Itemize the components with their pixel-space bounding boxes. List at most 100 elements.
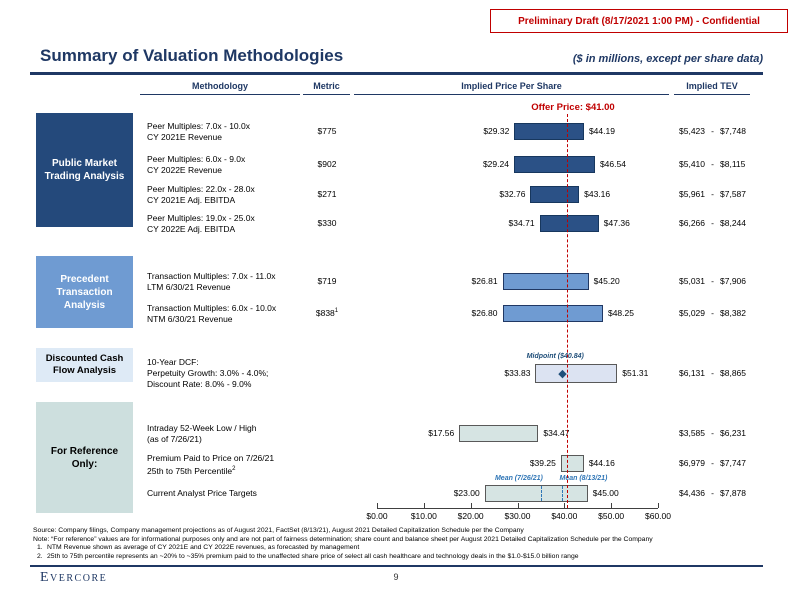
note-text: NTM Revenue shown as average of CY 2021E… bbox=[47, 544, 360, 552]
range-bar bbox=[502, 305, 603, 322]
tev-low: $6,979 bbox=[679, 457, 705, 468]
tev-separator: - bbox=[711, 188, 714, 199]
tev-separator: - bbox=[711, 307, 714, 318]
tev-separator: - bbox=[711, 158, 714, 169]
offer-price-label: Offer Price: $41.00 bbox=[531, 102, 615, 113]
axis-tick-label: $60.00 bbox=[645, 511, 671, 521]
tev-low: $4,436 bbox=[679, 487, 705, 498]
tev-high: $7,906 bbox=[720, 275, 746, 286]
axis-tick-label: $40.00 bbox=[551, 511, 578, 521]
page-number: 9 bbox=[393, 572, 399, 582]
methodology-line: Intraday 52-Week Low / High bbox=[147, 422, 257, 433]
tev-range: $5,961- $7,587 bbox=[663, 189, 765, 199]
numbered-note-1: 1. NTM Revenue shown as average of CY 202… bbox=[33, 544, 778, 553]
tev-low: $5,961 bbox=[679, 188, 705, 199]
tev-separator: - bbox=[711, 275, 714, 286]
mean-line bbox=[562, 486, 564, 501]
axis-tick bbox=[658, 503, 659, 508]
tev-range: $3,585- $6,231 bbox=[663, 428, 765, 438]
methodology-line: CY 2022E Adj. EBITDA bbox=[147, 223, 236, 234]
tev-separator: - bbox=[711, 217, 714, 228]
methodology-cell: Peer Multiples: 6.0x - 9.0x CY 2022E Reve… bbox=[147, 154, 315, 176]
metric-value: $775 bbox=[317, 125, 337, 136]
bar-low-label: $39.25 bbox=[529, 457, 556, 468]
note-number: 2. bbox=[37, 552, 43, 560]
bar-high-label: $45.20 bbox=[593, 275, 620, 286]
tev-range: $6,266- $8,244 bbox=[663, 218, 765, 228]
methodology-line: Transaction Multiples: 6.0x - 10.0x bbox=[147, 302, 277, 313]
evercore-logo: Evercore bbox=[40, 570, 108, 585]
methodology-cell: Current Analyst Price Targets bbox=[147, 488, 315, 499]
x-axis-line bbox=[377, 508, 658, 509]
bar-high-label: $44.16 bbox=[588, 457, 615, 468]
tev-high: $6,231 bbox=[720, 427, 746, 438]
range-bar bbox=[535, 364, 618, 383]
tev-separator: - bbox=[711, 457, 714, 468]
methodology-line: Discount Rate: 8.0% - 9.0% bbox=[147, 379, 252, 389]
range-bar bbox=[539, 215, 599, 232]
methodology-cell: 10-Year DCF: Perpetuity Growth: 3.0% - 4.… bbox=[147, 357, 315, 390]
axis-tick bbox=[611, 503, 613, 508]
axis-tick-label: $50.00 bbox=[598, 511, 625, 521]
methodology-cell: Peer Multiples: 7.0x - 10.0x CY 2021E Rev… bbox=[147, 121, 315, 143]
numbered-note-2: 2. 25th to 75th percentile represents an … bbox=[33, 553, 778, 562]
axis-tick-label: $30.00 bbox=[504, 511, 531, 521]
bar-low-label: $26.80 bbox=[471, 307, 498, 318]
range-bar bbox=[484, 485, 588, 502]
tev-low: $6,131 bbox=[679, 367, 705, 378]
midpoint-diamond: ◆ bbox=[558, 367, 567, 380]
methodology-line: (as of 7/26/21) bbox=[147, 433, 202, 444]
tev-range: $6,131- $8,865 bbox=[663, 368, 765, 378]
methodology-line: 10-Year DCF: bbox=[147, 357, 199, 367]
reference-note: Note: “For reference” values are for inf… bbox=[33, 535, 653, 543]
methodology-cell: Transaction Multiples: 6.0x - 10.0x NTM 6… bbox=[147, 303, 315, 325]
tev-high: $7,748 bbox=[720, 125, 746, 136]
methodology-line: Perpetuity Growth: 3.0% - 4.0%; bbox=[147, 368, 269, 378]
bar-high-label: $43.16 bbox=[584, 188, 611, 199]
tev-range: $5,410- $8,115 bbox=[663, 159, 765, 169]
range-bar bbox=[513, 156, 595, 173]
page-title: Summary of Valuation Methodologies bbox=[40, 46, 344, 65]
methodology-cell: Peer Multiples: 22.0x - 28.0x CY 2021E Ad… bbox=[147, 184, 315, 206]
tev-separator: - bbox=[711, 367, 714, 378]
methodology-line: Peer Multiples: 22.0x - 28.0x bbox=[147, 183, 255, 194]
footnotes: Source: Company filings, Company managem… bbox=[33, 527, 778, 561]
section-box-precedent-transaction-analysis: Precedent Transaction Analysis bbox=[36, 256, 133, 328]
methodology-line: Premium Paid to Price on 7/26/21 bbox=[147, 452, 275, 463]
footnote-marker: 2 bbox=[232, 465, 236, 472]
methodology-line: NTM 6/30/21 Revenue bbox=[147, 313, 233, 324]
methodology-line: Current Analyst Price Targets bbox=[147, 488, 257, 498]
methodology-line: CY 2022E Revenue bbox=[147, 164, 222, 175]
section-box-public-market-trading-analysis: Public Market Trading Analysis bbox=[36, 113, 133, 227]
tev-low: $5,031 bbox=[679, 275, 705, 286]
axis-tick-label: $10.00 bbox=[410, 511, 437, 521]
bar-high-label: $44.19 bbox=[588, 125, 615, 136]
metric-value: $8381 bbox=[315, 307, 339, 318]
metric-value: $902 bbox=[317, 158, 337, 169]
mean-label: Mean (8/13/21) bbox=[559, 475, 608, 482]
methodology-cell: Peer Multiples: 19.0x - 25.0x CY 2022E Ad… bbox=[147, 213, 315, 235]
axis-tick bbox=[377, 503, 378, 508]
axis-tick-label: $20.00 bbox=[457, 511, 484, 521]
note-number: 1. bbox=[37, 544, 43, 552]
tev-high: $8,115 bbox=[720, 158, 746, 169]
methodology-line: Peer Multiples: 6.0x - 9.0x bbox=[147, 153, 246, 164]
bar-low-label: $26.81 bbox=[471, 275, 498, 286]
confidential-banner-text: Preliminary Draft (8/17/2021 1:00 PM) - … bbox=[518, 15, 760, 27]
bar-low-label: $23.00 bbox=[453, 487, 480, 498]
midpoint-label: Midpoint ($40.84) bbox=[526, 353, 584, 360]
axis-tick bbox=[423, 503, 425, 508]
column-header-implied-tev: Implied TEV bbox=[674, 81, 750, 95]
methodology-line: Peer Multiples: 19.0x - 25.0x bbox=[147, 212, 255, 223]
tev-range: $5,029- $8,382 bbox=[663, 308, 765, 318]
section-box-discounted-cash-flow-analysis: Discounted Cash Flow Analysis bbox=[36, 348, 133, 382]
bar-low-label: $33.83 bbox=[504, 367, 531, 378]
axis-tick-label: $0.00 bbox=[366, 511, 388, 521]
tev-separator: - bbox=[711, 487, 714, 498]
tev-low: $5,029 bbox=[679, 307, 705, 318]
footnote-marker: 1 bbox=[334, 307, 339, 314]
footer-rule bbox=[30, 565, 763, 567]
bar-low-label: $17.56 bbox=[428, 427, 455, 438]
bar-high-label: $45.00 bbox=[592, 487, 619, 498]
methodology-line: CY 2021E Adj. EBITDA bbox=[147, 194, 236, 205]
